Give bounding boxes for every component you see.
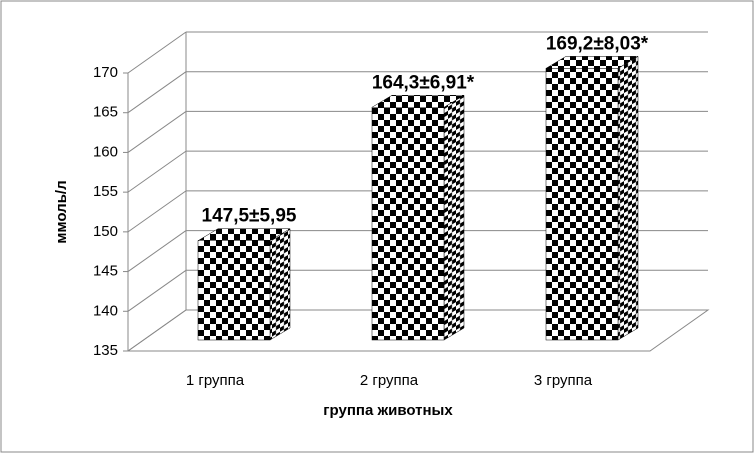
grid-line — [127, 230, 187, 272]
grid-line — [127, 71, 187, 114]
bar-side — [617, 55, 639, 341]
y-tick-label: 145 — [93, 263, 118, 280]
y-axis-title: ммоль/л — [53, 180, 70, 243]
y-tick-label: 155 — [93, 183, 118, 200]
grid-line — [127, 309, 187, 352]
bar-side — [269, 228, 291, 341]
y-tick-label: 170 — [93, 64, 118, 81]
grid-line — [127, 111, 187, 153]
y-tick-label: 140 — [93, 302, 118, 319]
bar-side — [443, 94, 465, 341]
x-axis-title: группа животных — [323, 402, 453, 419]
bar — [371, 107, 445, 341]
value-label: 169,2±8,03* — [546, 33, 649, 54]
grid-line — [127, 190, 187, 233]
x-tick-label: 1 группа — [186, 372, 245, 389]
bar — [545, 68, 619, 341]
x-tick-label: 3 группа — [534, 372, 593, 389]
value-label: 164,3±6,91* — [372, 72, 475, 93]
value-label: 147,5±5,95 — [202, 206, 297, 227]
y-tick-label: 165 — [93, 104, 118, 121]
bar — [197, 240, 271, 341]
y-tick-label: 150 — [93, 223, 118, 240]
grid-line — [127, 31, 187, 74]
y-tick-label: 135 — [93, 342, 118, 359]
grid-line — [127, 150, 187, 193]
grid-line — [127, 269, 187, 312]
x-tick-label: 2 группа — [360, 372, 419, 389]
y-tick-label: 160 — [93, 143, 118, 160]
